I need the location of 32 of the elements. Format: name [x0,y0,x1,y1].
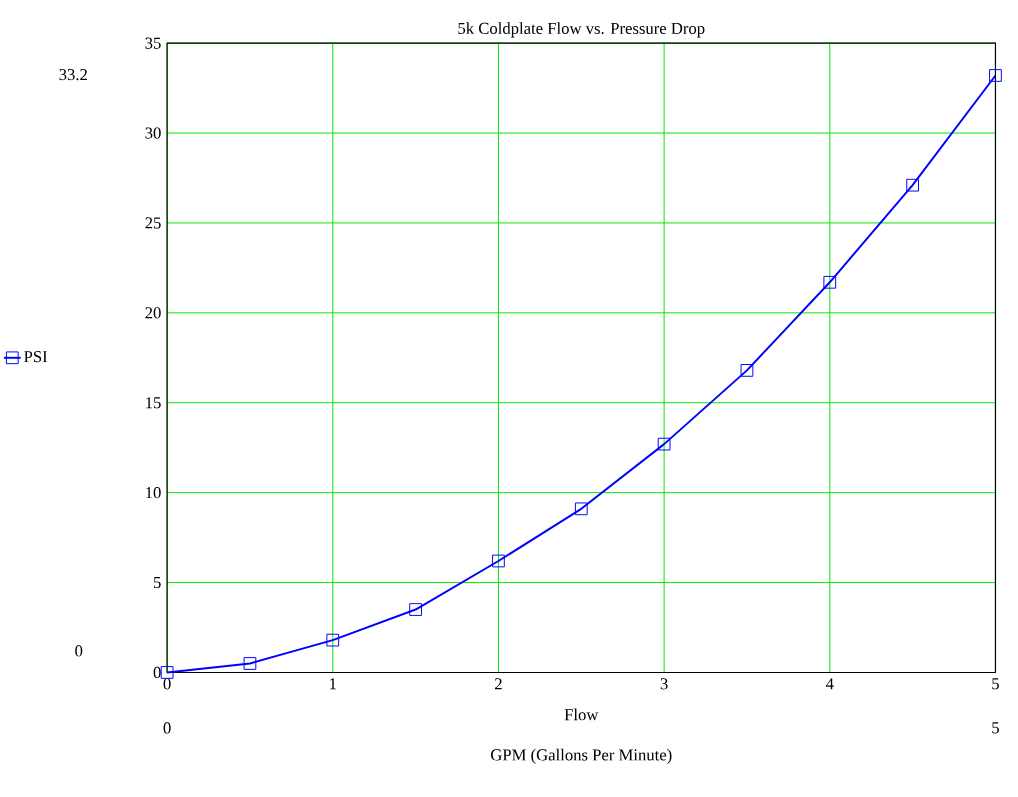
y-tick-label: 10 [146,487,161,499]
point [409,603,422,616]
point [492,554,505,568]
x-axis-title: Flow [564,708,599,721]
y-tick-label: 15 [146,397,161,409]
text: GPM (Gallons Per Minute) [491,748,672,764]
point [574,502,588,516]
x-tick-label: 1 [330,678,336,690]
point [740,364,754,377]
y-tick-label: 25 [145,217,161,229]
x-tick-label: 4 [825,678,834,690]
point [657,437,671,451]
x-tick-label: 0 [163,678,171,690]
y-tick-label: 0 [153,666,161,679]
y-tick-label: 30 [145,127,161,139]
x-tick-label: 3 [660,678,668,690]
legend-label: PSI [24,351,48,363]
point [906,178,919,192]
y-tick-label: 5 [153,577,161,589]
y-tick-label: 20 [145,307,161,319]
x-tick-label: 5 [992,678,999,690]
text: 5 [992,722,999,734]
x-tick-label: 2 [495,678,502,690]
point [823,275,837,289]
chart-title: 5k Coldplate Flow vs. Pressure Drop [458,22,705,38]
y-tick-label: 35 [145,37,161,49]
point [243,657,257,670]
text: 0 [75,645,83,657]
text: 33.2 [59,68,87,81]
text: 0 [163,722,171,734]
point [326,633,340,647]
point [989,69,1002,82]
